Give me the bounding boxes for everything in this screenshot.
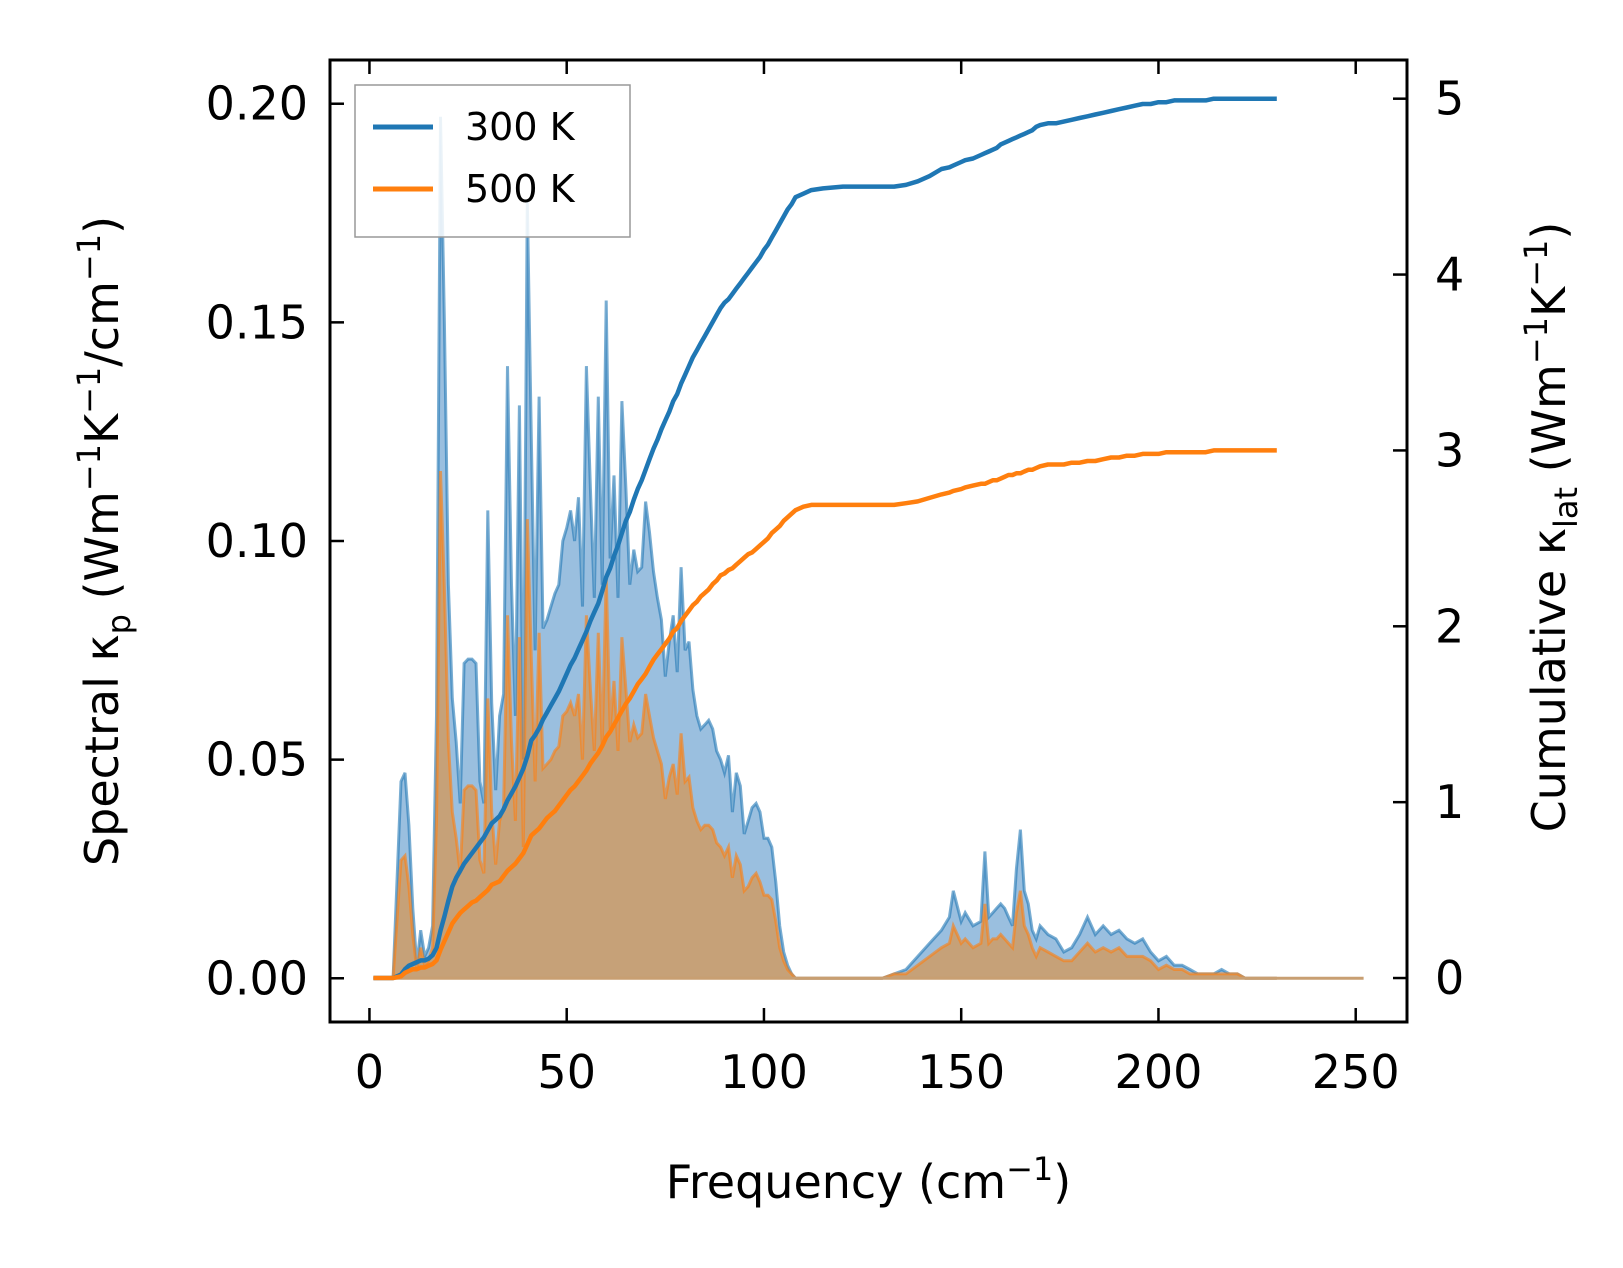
y-left-axis-title: Spectral κp (Wm−1K−1/cm−1) — [70, 216, 138, 866]
x-tick-label: 150 — [917, 1045, 1005, 1099]
y-left-tick-label: 0.15 — [206, 295, 308, 349]
cumulative-line-500-k — [373, 448, 1277, 981]
y-right-tick-label: 5 — [1435, 72, 1464, 126]
spectral-fill-500-k — [373, 471, 1277, 979]
x-tick-label: 200 — [1115, 1045, 1203, 1099]
x-tick-label: 250 — [1312, 1045, 1400, 1099]
y-right-tick-label: 1 — [1435, 775, 1464, 829]
legend-box — [354, 84, 631, 238]
x-axis-title: Frequency (cm−1) — [666, 1150, 1071, 1209]
x-tick-label: 100 — [720, 1045, 808, 1099]
legend-label-300-k: 300 K — [465, 105, 576, 149]
y-right-tick-label: 3 — [1435, 423, 1464, 477]
y-right-tick-label: 0 — [1435, 951, 1464, 1005]
y-right-tick-label: 4 — [1435, 248, 1464, 302]
spectral-outline-300-k — [373, 116, 1277, 980]
x-tick-label: 50 — [537, 1045, 596, 1099]
cumulative-line-300-k — [373, 96, 1277, 981]
legend-label-500-k: 500 K — [465, 167, 576, 211]
y-right-axis-title: Cumulative κlat (Wm−1K−1) — [1517, 222, 1585, 833]
y-left-tick-label: 0.05 — [206, 733, 308, 787]
y-left-tick-label: 0.10 — [206, 514, 308, 568]
y-right-tick-label: 2 — [1435, 599, 1464, 653]
y-left-tick-label: 0.20 — [206, 77, 308, 131]
y-left-tick-label: 0.00 — [206, 951, 308, 1005]
x-tick-label: 0 — [355, 1045, 384, 1099]
spectral-outline-500-k — [373, 470, 1277, 980]
